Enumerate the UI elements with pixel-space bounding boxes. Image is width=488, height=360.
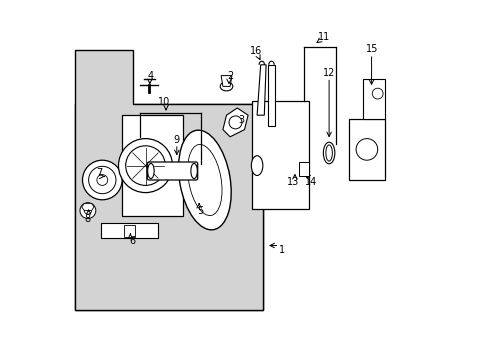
Text: 9: 9 xyxy=(173,135,179,145)
Text: 10: 10 xyxy=(158,96,170,107)
Ellipse shape xyxy=(187,144,222,216)
Circle shape xyxy=(125,146,165,185)
Ellipse shape xyxy=(190,163,197,179)
Text: 13: 13 xyxy=(286,177,299,187)
Text: 6: 6 xyxy=(129,236,135,246)
Text: 4: 4 xyxy=(147,71,154,81)
Ellipse shape xyxy=(323,142,334,164)
Circle shape xyxy=(80,203,96,219)
Polygon shape xyxy=(123,225,134,237)
Polygon shape xyxy=(298,162,309,176)
Text: 1: 1 xyxy=(279,245,285,255)
Circle shape xyxy=(84,207,91,214)
Text: 3: 3 xyxy=(237,114,244,125)
Polygon shape xyxy=(81,203,94,211)
FancyBboxPatch shape xyxy=(75,104,262,310)
Polygon shape xyxy=(348,119,384,180)
Circle shape xyxy=(97,175,107,185)
Polygon shape xyxy=(223,108,247,137)
Text: 5: 5 xyxy=(197,206,203,216)
Circle shape xyxy=(82,160,122,200)
Polygon shape xyxy=(363,79,384,119)
Circle shape xyxy=(118,139,172,193)
Circle shape xyxy=(228,116,242,129)
Polygon shape xyxy=(101,223,158,238)
Ellipse shape xyxy=(325,145,332,161)
Text: 15: 15 xyxy=(366,44,378,54)
Circle shape xyxy=(355,139,377,160)
Ellipse shape xyxy=(147,163,154,179)
Polygon shape xyxy=(221,76,231,86)
Text: 12: 12 xyxy=(322,68,335,78)
Ellipse shape xyxy=(251,156,263,176)
Circle shape xyxy=(88,166,116,194)
Ellipse shape xyxy=(178,130,231,230)
Circle shape xyxy=(371,88,382,99)
Polygon shape xyxy=(75,50,262,310)
Polygon shape xyxy=(257,65,265,115)
Text: 16: 16 xyxy=(249,46,262,56)
Text: 14: 14 xyxy=(305,177,317,187)
Text: 2: 2 xyxy=(226,71,233,81)
Text: 8: 8 xyxy=(84,213,90,224)
Polygon shape xyxy=(267,65,275,126)
Polygon shape xyxy=(251,101,309,209)
Polygon shape xyxy=(122,115,183,216)
Text: 7: 7 xyxy=(97,168,102,178)
FancyBboxPatch shape xyxy=(147,162,197,180)
Text: 11: 11 xyxy=(317,32,329,42)
Ellipse shape xyxy=(220,82,232,91)
